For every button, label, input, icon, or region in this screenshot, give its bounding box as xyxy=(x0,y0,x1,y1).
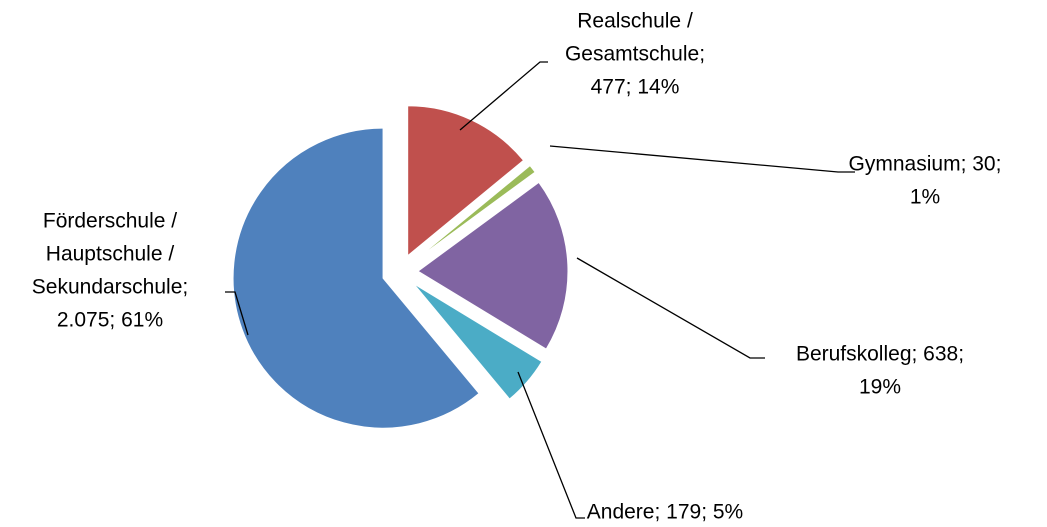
pie-slice xyxy=(413,164,536,262)
data-label: Sekundarschule; xyxy=(32,276,188,299)
leader-line xyxy=(576,257,765,359)
data-label: 19% xyxy=(859,376,901,399)
pie-slice xyxy=(417,181,569,350)
data-label: Hauptschule / xyxy=(46,243,175,266)
leader-line xyxy=(517,371,585,519)
pie-slice xyxy=(413,283,543,400)
data-label: 477; 14% xyxy=(591,76,680,99)
data-label: Berufskolleg; 638; xyxy=(796,343,964,366)
data-label: Andere; 179; 5% xyxy=(587,501,743,524)
data-label: Realschule / xyxy=(577,10,693,33)
data-label: Gymnasium; 30; xyxy=(849,153,1002,176)
leader-line xyxy=(459,61,548,131)
pie-slice xyxy=(232,127,480,429)
data-label: 2.075; 61% xyxy=(57,309,163,332)
data-label: Gesamtschule; xyxy=(565,43,705,66)
data-label: 1% xyxy=(910,186,940,209)
leader-line xyxy=(225,291,249,336)
leader-line xyxy=(549,145,855,173)
data-label: Förderschule / xyxy=(43,210,177,233)
